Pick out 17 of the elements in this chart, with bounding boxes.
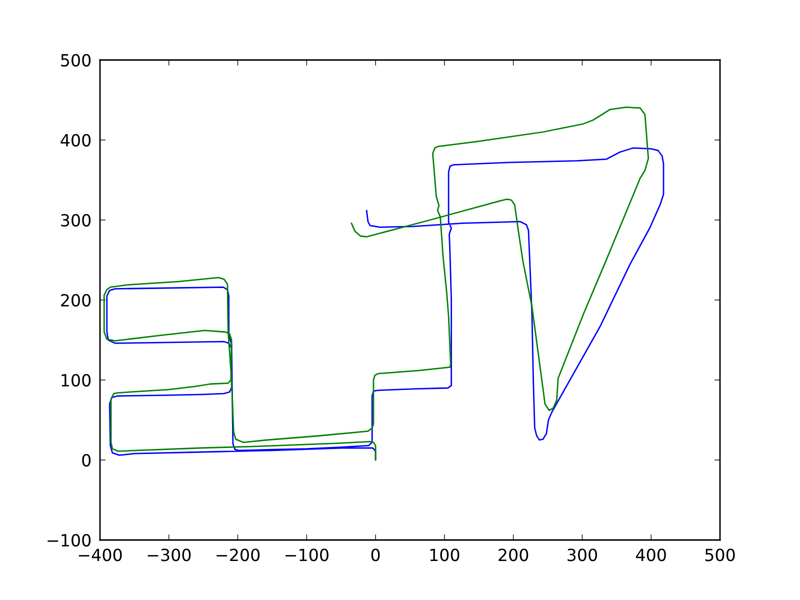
x-tick-label: 200 <box>498 548 528 562</box>
x-tick-label: 100 <box>430 548 460 562</box>
x-tick-label: 500 <box>705 548 735 562</box>
x-tick-label: 300 <box>568 548 598 562</box>
x-tick-label: −100 <box>286 548 328 562</box>
y-tick-label: 300 <box>61 214 91 227</box>
x-tick-label: −400 <box>78 548 122 562</box>
y-tick-label: 200 <box>61 294 91 307</box>
y-tick-label: 0 <box>82 454 91 467</box>
y-tick-label: 400 <box>60 134 91 147</box>
x-tick-label: 0 <box>371 548 380 562</box>
y-tick-label: 500 <box>61 54 91 67</box>
x-tick-label: −300 <box>148 548 191 562</box>
x-tick-label: −200 <box>216 548 260 562</box>
y-tick-label: 100 <box>62 374 91 387</box>
x-tick-label: 400 <box>636 548 666 562</box>
y-tick-label: −100 <box>48 534 91 547</box>
